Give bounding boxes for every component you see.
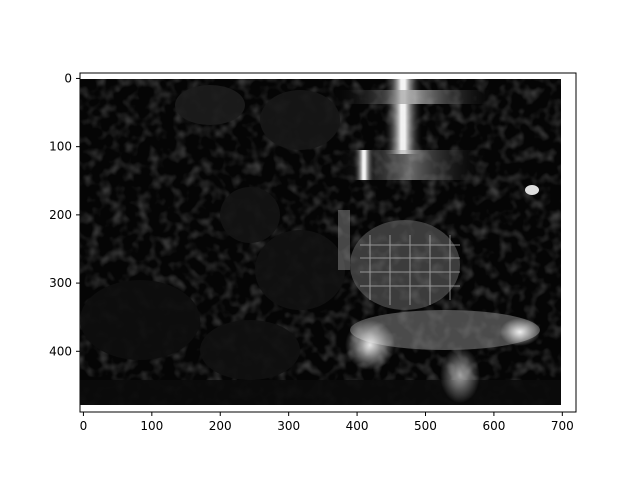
y-tick-label: 100 xyxy=(49,140,72,154)
image-detail-shapes xyxy=(80,85,561,405)
x-tick-label: 300 xyxy=(277,419,300,433)
x-tick-label: 100 xyxy=(140,419,163,433)
bright-streak-mid xyxy=(353,150,375,180)
y-axis: 0 100 200 300 400 xyxy=(49,71,80,358)
basket-pattern xyxy=(360,235,460,305)
x-tick-label: 600 xyxy=(482,419,505,433)
x-tick-label: 200 xyxy=(209,419,232,433)
x-tick-label: 400 xyxy=(346,419,369,433)
bright-bowl xyxy=(350,310,540,350)
bright-blob-right xyxy=(500,318,540,346)
y-tick-label: 400 xyxy=(49,344,72,358)
y-tick-label: 200 xyxy=(49,208,72,222)
bright-blob-lower xyxy=(345,320,395,370)
heatmap-image xyxy=(80,79,561,405)
bright-blob-bottom xyxy=(440,347,480,403)
y-tick-label: 300 xyxy=(49,276,72,290)
bright-basket xyxy=(350,220,460,310)
x-tick-label: 500 xyxy=(414,419,437,433)
x-axis: 0 100 200 300 400 500 600 700 xyxy=(80,412,574,433)
x-tick-label: 700 xyxy=(551,419,574,433)
y-tick-label: 0 xyxy=(64,71,72,85)
bright-spot-edge xyxy=(525,185,539,195)
bright-band-upper xyxy=(330,90,500,104)
bright-left-edge xyxy=(338,210,350,270)
x-tick-label: 0 xyxy=(80,419,88,433)
